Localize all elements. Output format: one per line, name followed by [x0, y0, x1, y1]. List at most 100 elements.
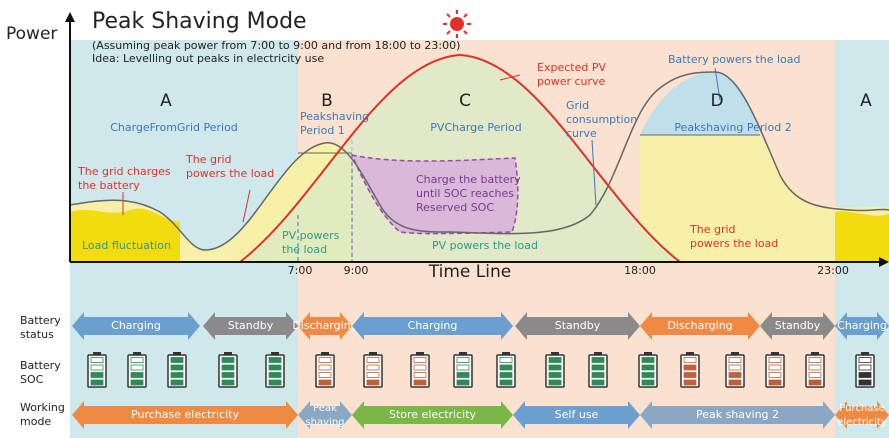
- battery-cell: [413, 372, 427, 378]
- arrow: [515, 312, 640, 340]
- battery-cell: [591, 379, 605, 386]
- status-label: Discharging: [292, 319, 357, 332]
- row-label: status: [20, 328, 54, 341]
- battery-cell: [456, 372, 470, 378]
- pointer: [591, 139, 597, 206]
- battery-cell: [768, 364, 782, 371]
- pointer: [714, 67, 721, 101]
- battery-body: [588, 354, 608, 388]
- battery-cap: [771, 352, 779, 355]
- battery-cell: [808, 372, 822, 378]
- battery-cell: [808, 364, 822, 371]
- pv-curve: [239, 53, 681, 263]
- battery-cell: [413, 364, 427, 371]
- arrow: [513, 401, 640, 429]
- battery-cell: [499, 364, 513, 371]
- battery-body: [805, 354, 825, 388]
- soc-charge-area: [350, 153, 519, 235]
- battery-cell: [268, 364, 282, 371]
- annotation: The grid charges: [77, 165, 171, 178]
- battery-body: [725, 354, 745, 388]
- grid-area-2: [640, 135, 889, 262]
- mode-label: Store electricity: [389, 408, 477, 421]
- arrow: [72, 312, 200, 340]
- status-label: Discharging: [667, 319, 732, 332]
- x-tick-label: 7:00: [288, 264, 313, 277]
- battery-cell: [318, 372, 332, 378]
- battery-cap: [459, 352, 467, 355]
- y-axis-label: Power: [6, 24, 57, 44]
- mode-label: Self use: [555, 408, 599, 421]
- battery-cap: [321, 352, 329, 355]
- battery-cap: [551, 352, 559, 355]
- battery-cell: [548, 372, 562, 378]
- battery-cell: [268, 379, 282, 386]
- battery-body: [315, 354, 335, 388]
- mode-label: Peak shaving 2: [696, 408, 779, 421]
- battery-body: [127, 354, 147, 388]
- battery-cell: [318, 357, 332, 363]
- battery-cell: [858, 379, 872, 386]
- status-label: Charging: [837, 319, 887, 332]
- annotation: the battery: [78, 179, 140, 192]
- battery-cell: [413, 357, 427, 363]
- grid-curve: [69, 71, 889, 251]
- battery-cell: [456, 357, 470, 363]
- period-name: Peakshaving Period 2: [674, 121, 791, 134]
- annotation: Grid: [566, 99, 589, 112]
- battery-cell: [591, 372, 605, 378]
- period-name: Period 1: [300, 124, 345, 137]
- battery-cap: [93, 352, 101, 355]
- battery-cell: [170, 364, 184, 371]
- period-letter: A: [160, 91, 172, 111]
- axis-arrow: [65, 12, 75, 22]
- annotation: power curve: [537, 75, 606, 88]
- axis-arrow: [879, 257, 889, 267]
- annotation: Charge the battery: [416, 173, 521, 186]
- annotation: PV powers: [282, 229, 340, 242]
- battery-cell: [268, 372, 282, 378]
- battery-cell: [683, 379, 697, 386]
- battery-cell: [221, 357, 235, 363]
- battery-body: [87, 354, 107, 388]
- annotation: Reserved SOC: [416, 201, 494, 214]
- battery-cell: [641, 364, 655, 371]
- period-name: PVCharge Period: [430, 121, 521, 134]
- battery-cell: [683, 372, 697, 378]
- battery-cell: [90, 372, 104, 378]
- annotation: Load fluctuation: [82, 239, 171, 252]
- arrow: [298, 312, 352, 340]
- battery-body: [363, 354, 383, 388]
- battery-cell: [641, 357, 655, 363]
- battery-body: [218, 354, 238, 388]
- battery-cell: [366, 357, 380, 363]
- battery-cell: [170, 379, 184, 386]
- battery-cell: [591, 357, 605, 363]
- battery-cell: [366, 364, 380, 371]
- x-axis-label: Time Line: [428, 262, 511, 282]
- battery-cell: [456, 379, 470, 386]
- battery-cell: [728, 372, 742, 378]
- battery-cell: [499, 357, 513, 363]
- battery-cell: [130, 372, 144, 378]
- battery-body: [453, 354, 473, 388]
- battery-cell: [548, 379, 562, 386]
- status-label: Charging: [408, 319, 458, 332]
- battery-cell: [413, 379, 427, 386]
- row-label: mode: [20, 415, 51, 428]
- battery-body: [545, 354, 565, 388]
- status-label: Charging: [111, 319, 161, 332]
- battery-cell: [90, 357, 104, 363]
- load-fluctuation: [70, 208, 180, 262]
- battery-cell: [170, 372, 184, 378]
- battery-cell: [728, 364, 742, 371]
- battery-cell: [90, 379, 104, 386]
- battery-cell: [170, 357, 184, 363]
- battery-cap: [416, 352, 424, 355]
- battery-cell: [366, 379, 380, 386]
- battery-cell: [456, 364, 470, 371]
- battery-body: [855, 354, 875, 388]
- battery-cell: [858, 357, 872, 363]
- battery-body: [496, 354, 516, 388]
- battery-cap: [271, 352, 279, 355]
